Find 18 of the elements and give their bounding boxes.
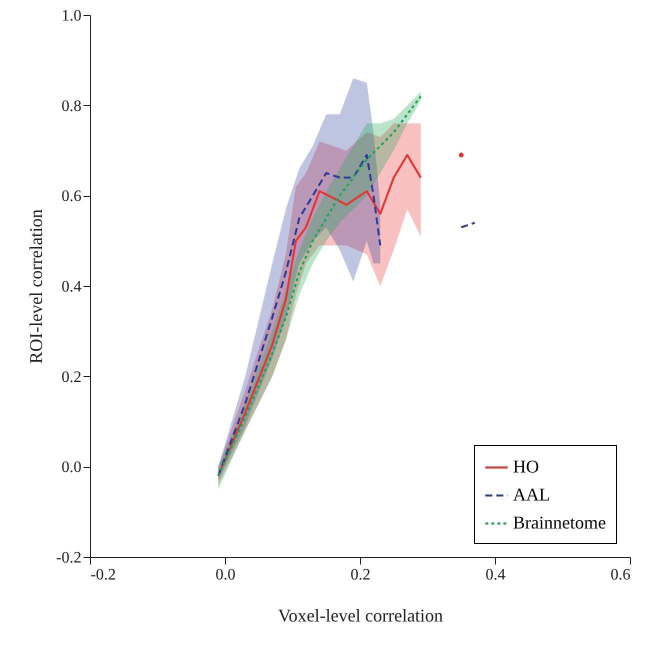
x-tick-label: 0.0: [216, 566, 236, 584]
legend-label: HO: [513, 456, 539, 476]
x-tick-label: -0.2: [90, 566, 116, 584]
x-tick-label: 0.4: [486, 566, 506, 584]
x-tick-label: 0.2: [350, 566, 370, 584]
y-tick-label: 0.6: [62, 188, 82, 206]
y-tick-label: 0.8: [62, 98, 82, 115]
y-tick-label: -0.2: [56, 550, 82, 566]
y-tick-label: 0.4: [62, 278, 82, 296]
y-axis-title: ROI-level correlation: [26, 209, 46, 364]
y-tick-label: 0.2: [62, 368, 82, 386]
x-axis-title: Voxel-level correlation: [278, 606, 444, 626]
y-tick-label: 0.0: [62, 459, 82, 476]
legend-label: Brainnetome: [513, 512, 606, 532]
legend-label: AAL: [513, 484, 550, 504]
y-tick-label: 1.0: [62, 8, 82, 24]
line-series: [217, 154, 382, 477]
x-tick-label: 0.6: [610, 566, 630, 584]
